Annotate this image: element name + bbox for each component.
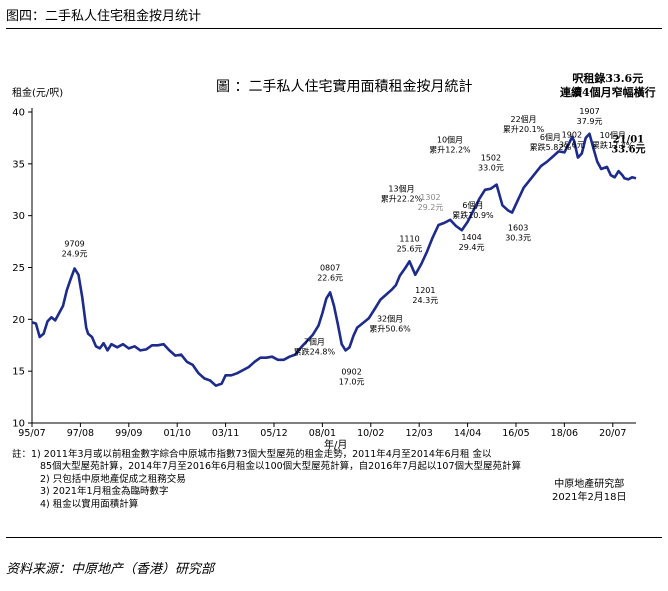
annotation-label: 33.6元 xyxy=(611,143,645,155)
x-tick-label: 03/11 xyxy=(212,428,239,439)
annotation-label: 1502 xyxy=(481,154,501,163)
credit-org: 中原地產研究部 xyxy=(554,479,625,490)
y-tick-label: 10 xyxy=(12,419,25,430)
annotation-label: 33.0元 xyxy=(478,164,504,173)
note-1: 註：1) 2011年3月或以前租金數字綜合中原城市指數73個大型屋苑的租金走勢，… xyxy=(12,449,492,460)
annotation-label: 6個月 xyxy=(540,132,561,142)
note-4: 4) 租金以實用面積計算 xyxy=(40,498,139,510)
annotation-label: 6個月 xyxy=(462,200,483,210)
credit-block: 中原地產研究部 2021年2月18日 xyxy=(552,478,627,504)
annotation-label: 22個月 xyxy=(510,114,536,124)
header-rule xyxy=(6,28,662,29)
annotation-label: 21/01 xyxy=(613,134,644,145)
annotation-label: 1110 xyxy=(399,234,419,243)
x-tick-label: 99/09 xyxy=(115,428,142,439)
y-tick-label: 20 xyxy=(12,315,25,326)
annotation-label: 累跌5.82% xyxy=(530,142,572,152)
annotation-label: 37.9元 xyxy=(577,117,603,126)
x-tick-label: 12/03 xyxy=(405,428,432,439)
annotation-label: 累跌12.4% xyxy=(592,140,634,150)
annotation-label: 累升22.2% xyxy=(381,194,423,203)
annotation-label: 9709 xyxy=(64,240,84,249)
annotation-label: 7個月 xyxy=(304,337,325,347)
x-tick-label: 20/07 xyxy=(599,428,626,439)
y-tick-label: 30 xyxy=(12,211,25,222)
annotation-label: 1907 xyxy=(579,107,599,116)
figure-header: 图四：二手私人住宅租金按月统计 xyxy=(6,9,202,24)
annotation-label: 累跌10.9% xyxy=(452,210,494,220)
annotation-label: 30.3元 xyxy=(505,234,531,243)
note-2: 2) 只包括中原地產促成之租務交易 xyxy=(40,473,186,485)
annotation-label: 累升20.1% xyxy=(503,125,545,134)
annotation-label: 累升12.2% xyxy=(429,146,471,155)
callout-line-1: 呎租錄33.6元 xyxy=(572,72,644,85)
footer-rule xyxy=(6,537,662,538)
annotation-label: 1902 xyxy=(562,131,582,140)
annotation-label: 10個月 xyxy=(600,130,626,140)
x-tick-label: 16/05 xyxy=(502,428,529,439)
annotation-label: 25.6元 xyxy=(397,244,423,253)
callout-line-2: 連續4個月窄幅橫行 xyxy=(560,86,656,99)
y-tick-label: 25 xyxy=(12,263,25,274)
y-tick-label: 35 xyxy=(12,159,25,170)
annotation-label: 29.2元 xyxy=(418,203,444,212)
series-line xyxy=(31,132,637,387)
note-3: 3) 2021年1月租金為臨時數字 xyxy=(40,486,169,498)
rent-line-chart: 10 15 20 25 30 35 40 95/07 97/08 99/09 01/10 03/11 0… xyxy=(12,107,645,439)
annotation-label: 17.0元 xyxy=(339,377,365,386)
annotation-label: 10個月 xyxy=(437,135,463,145)
y-axis-label: 租金(元/呎) xyxy=(12,88,64,99)
x-tick-label: 14/04 xyxy=(454,428,481,439)
x-tick-label: 97/08 xyxy=(67,428,94,439)
annotation-label: 22.6元 xyxy=(317,273,343,282)
annotation-label: 1404 xyxy=(461,233,481,242)
chart-notes: 註：1) 2011年3月或以前租金數字綜合中原城市指數73個大型屋苑的租金走勢，… xyxy=(12,449,532,511)
x-axis-label: 年/月 xyxy=(324,440,348,451)
annotation-label: 累升50.6% xyxy=(369,324,411,333)
x-tick-label: 18/06 xyxy=(551,428,578,439)
annotation-label: 35.6元 xyxy=(559,141,585,150)
annotation-label: 29.4元 xyxy=(459,243,485,252)
annotation-label: 1201 xyxy=(415,286,435,295)
annotation-label: 1603 xyxy=(508,224,528,233)
annotation-label: 0902 xyxy=(341,367,361,376)
chart-title: 圖 ：二手私人住宅實用面積租金按月統計 xyxy=(216,79,473,95)
annotation-label: 13個月 xyxy=(388,183,414,193)
annotation-label: 累跌24.8% xyxy=(294,347,336,357)
source-note: 资料来源：中原地产（香港）研究部 xyxy=(6,562,215,577)
x-tick-label: 10/02 xyxy=(357,428,384,439)
y-tick-label: 40 xyxy=(12,108,25,119)
annotation-label: 24.3元 xyxy=(412,296,438,305)
note-1-cont: 85個大型屋苑計算，2014年7月至2016年6月租金以100個大型屋苑計算，自… xyxy=(40,461,522,473)
x-tick-label: 95/07 xyxy=(18,428,45,439)
x-tick-label: 08/01 xyxy=(309,428,336,439)
annotation-label: 32個月 xyxy=(377,313,403,323)
chart-callout: 呎租錄33.6元 連續4個月窄幅橫行 xyxy=(560,72,656,100)
annotation-label: 1302 xyxy=(420,193,440,202)
annotation-label: 0807 xyxy=(320,263,340,272)
x-tick-label: 05/12 xyxy=(260,428,287,439)
y-tick-label: 15 xyxy=(12,367,25,378)
annotation-label: 24.9元 xyxy=(62,250,88,259)
credit-date: 2021年2月18日 xyxy=(552,492,627,503)
x-tick-label: 01/10 xyxy=(163,428,190,439)
